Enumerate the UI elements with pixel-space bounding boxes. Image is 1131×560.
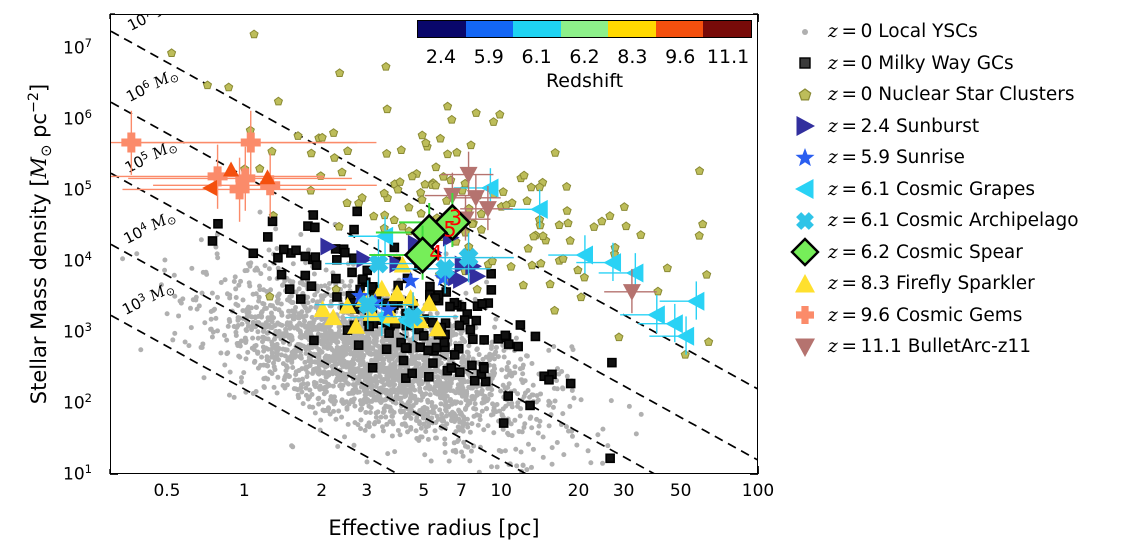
y-tick-label: 107 (63, 35, 92, 59)
plot-annotation: 4 (429, 241, 442, 265)
svg-text:107 M⊙: 107 M⊙ (125, 15, 183, 37)
legend-label: z = 9.6 Cosmic Gems (828, 304, 1023, 326)
x-axis-ticks: 0.5 1 2 3 5 7 10 20 30 50 100 (0, 481, 1131, 507)
small-circle-marker (782, 17, 828, 47)
colorbar-segment-0 (418, 21, 466, 37)
legend-item-sunburst[interactable]: z = 2.4 Sunburst (782, 111, 1127, 143)
colorbar-tick: 2.4 (425, 46, 457, 68)
x-tick-label: 50 (669, 481, 692, 501)
colorbar-segment-2 (513, 21, 561, 37)
square-marker (782, 48, 828, 78)
colorbar-tick: 6.2 (569, 46, 600, 68)
y-tick-label: 104 (63, 248, 92, 272)
right-triangle-marker (782, 111, 828, 141)
legend-label: z = 6.2 Cosmic Spear (828, 241, 1023, 263)
legend-item-cosmic-archipelago[interactable]: z = 6.1 Cosmic Archipelago (782, 205, 1127, 237)
colorbar-tick: 9.6 (665, 46, 696, 68)
y-tick-label: 105 (63, 177, 92, 201)
legend-label: z = 0 Nuclear Star Clusters (828, 84, 1075, 106)
colorbar-segment-1 (465, 21, 514, 37)
x-axis-label: Effective radius [pc] (328, 516, 540, 540)
down-triangle-marker (782, 332, 828, 362)
plot-annotation: 3 (449, 206, 462, 230)
legend-label: z = 0 Local YSCs (828, 21, 978, 43)
plus-marker (782, 300, 828, 330)
y-tick-label: 103 (63, 319, 92, 343)
x-tick-label: 7 (455, 481, 467, 501)
colorbar-segment-3 (560, 21, 609, 37)
legend-item-cosmic-gems[interactable]: z = 9.6 Cosmic Gems (782, 300, 1127, 332)
x-tick-label: 20 (567, 481, 590, 501)
legend-item-cosmic-grapes[interactable]: z = 6.1 Cosmic Grapes (782, 174, 1127, 206)
legend-item-sunrise[interactable]: z = 5.9 Sunrise (782, 142, 1127, 174)
legend-label: z = 0 Milky Way GCs (828, 52, 1014, 74)
legend-label: z = 2.4 Sunburst (828, 115, 980, 137)
svg-text:104 M⊙: 104 M⊙ (121, 207, 179, 250)
plot-canvas: 103 M⊙104 M⊙105 M⊙106 M⊙107 M⊙354 (111, 15, 757, 473)
legend-item-firefly-sparkler[interactable]: z = 8.3 Firefly Sparkler (782, 268, 1127, 300)
colorbar-ticklabels: 2.4 5.9 6.1 6.2 8.3 9.6 11.1 (417, 46, 752, 68)
up-triangle-marker (782, 269, 828, 299)
plot-area: 103 M⊙104 M⊙105 M⊙106 M⊙107 M⊙354 (110, 14, 758, 474)
x-tick-label: 10 (490, 481, 512, 501)
diamond-marker (782, 237, 828, 267)
x-tick-label: 2 (316, 481, 328, 501)
colorbar-segment-5 (655, 21, 704, 37)
left-triangle-marker (782, 174, 828, 204)
colorbar-segment-4 (608, 21, 656, 37)
y-tick-label: 101 (63, 462, 92, 485)
y-tick-label: 102 (63, 390, 92, 414)
colorbar-segment-6 (703, 21, 752, 37)
star-marker (782, 143, 828, 173)
colorbar-tick: 8.3 (617, 46, 648, 68)
plot-annotation: 5 (443, 217, 456, 241)
legend-label: z = 8.3 Firefly Sparkler (828, 273, 1035, 295)
legend-label: z = 6.1 Cosmic Grapes (828, 178, 1036, 200)
y-axis-ticks: 101 102 103 104 105 106 107 (0, 0, 104, 560)
legend-item-local-yscs[interactable]: z = 0 Local YSCs (782, 16, 1127, 48)
x-tick-label: 30 (612, 481, 635, 501)
legend-item-bulletarc-z11[interactable]: z = 11.1 BulletArc-z11 (782, 331, 1127, 363)
legend-item-nuclear-star-clusters[interactable]: z = 0 Nuclear Star Clusters (782, 79, 1127, 111)
legend-label: z = 5.9 Sunrise (828, 147, 965, 169)
x-tick-label: 5 (418, 481, 430, 501)
legend: z = 0 Local YSCs z = 0 Milky Way GCs z = 0… (782, 16, 1127, 363)
x-tick-label: 1 (238, 481, 250, 501)
legend-item-cosmic-spear[interactable]: z = 6.2 Cosmic Spear (782, 237, 1127, 269)
y-tick-label: 106 (63, 106, 92, 130)
x-tick-label: 0.5 (153, 481, 181, 501)
colorbar-tick: 11.1 (706, 46, 750, 68)
legend-item-milky-way-gcs[interactable]: z = 0 Milky Way GCs (782, 48, 1127, 80)
legend-label: z = 11.1 BulletArc-z11 (828, 336, 1031, 358)
cross-x-marker (782, 206, 828, 236)
x-tick-label: 100 (741, 481, 775, 501)
legend-label: z = 6.1 Cosmic Archipelago (828, 210, 1079, 232)
x-tick-label: 3 (361, 481, 373, 501)
pentagon-marker (782, 80, 828, 110)
svg-text:106 M⊙: 106 M⊙ (123, 65, 181, 108)
colorbar-title: Redshift (545, 70, 624, 92)
redshift-colorbar (417, 20, 752, 38)
colorbar-tick: 6.1 (521, 46, 552, 68)
colorbar-tick: 5.9 (473, 46, 504, 68)
